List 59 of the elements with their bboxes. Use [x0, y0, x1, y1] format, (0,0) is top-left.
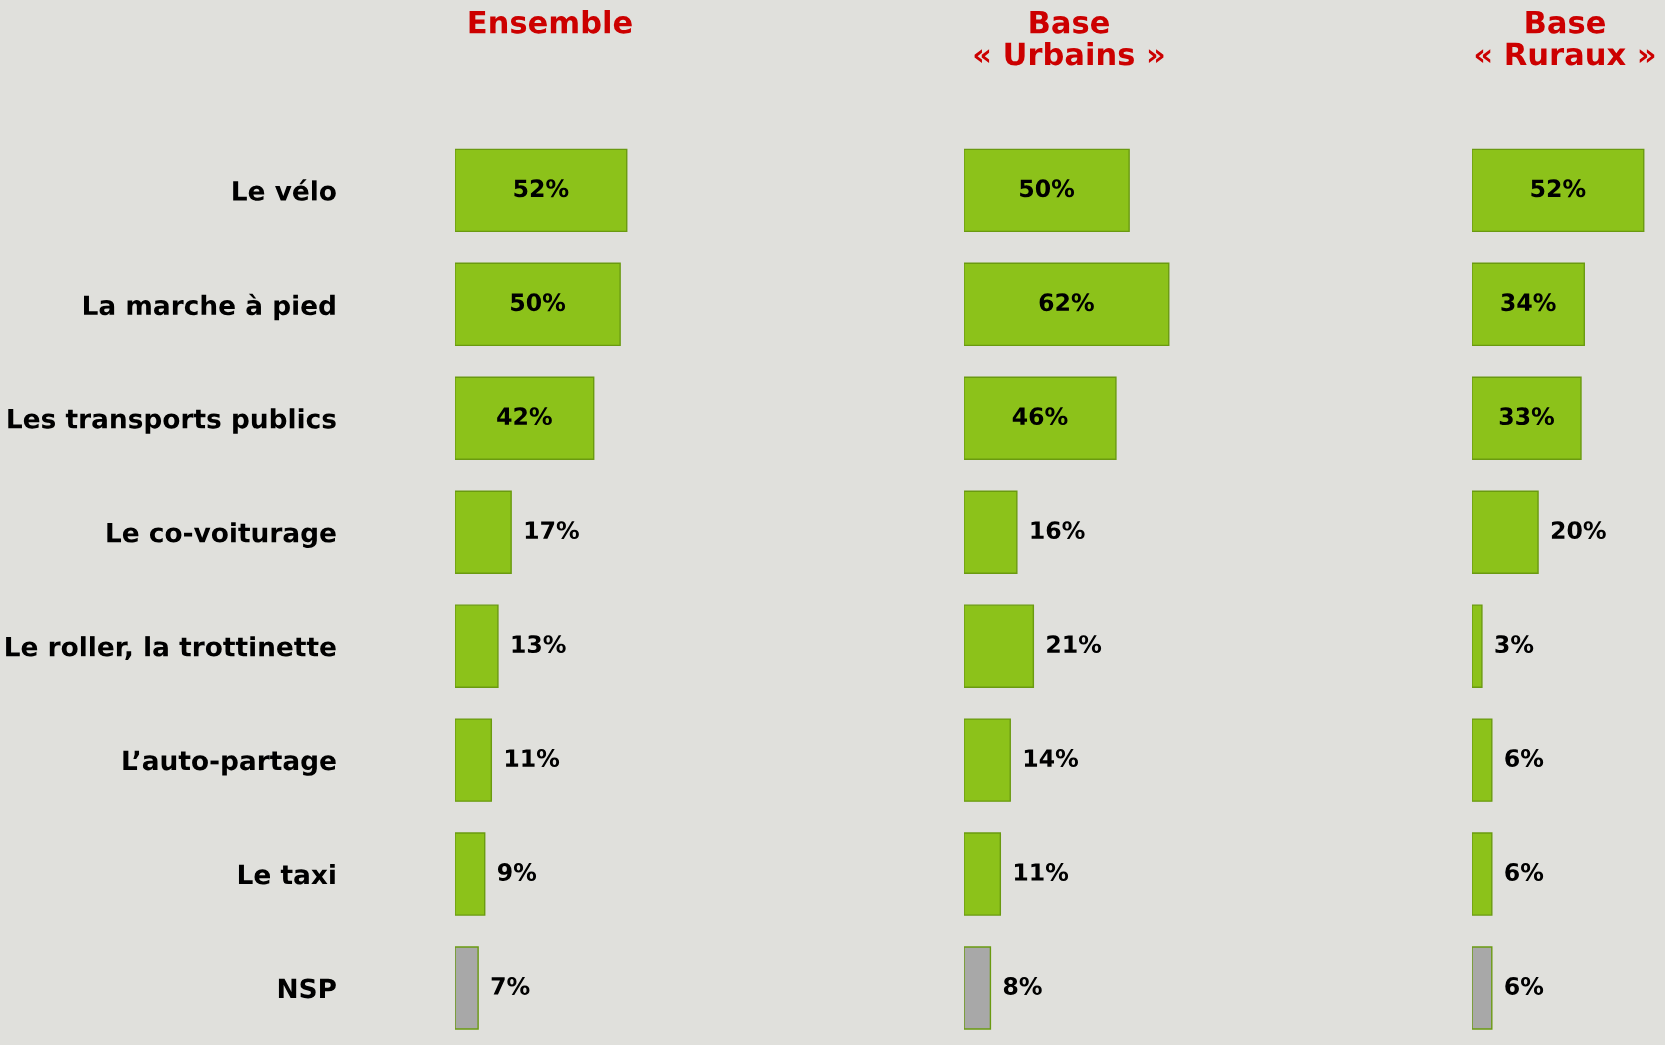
y-tick-label: Le co-voiturage: [107, 522, 336, 548]
bar: [1472, 718, 1493, 802]
data-label: 13%: [512, 635, 566, 654]
data-label: 9%: [497, 863, 537, 881]
bar: [455, 148, 628, 233]
bar: [964, 604, 1035, 688]
bar: [455, 604, 499, 688]
data-label: 21%: [1047, 635, 1102, 654]
data-label: 7%: [491, 977, 530, 995]
bar: [1472, 376, 1582, 460]
data-label: 33%: [1499, 407, 1554, 426]
bar: [1472, 832, 1493, 916]
bar: [964, 832, 1002, 916]
data-label: 11%: [1014, 863, 1069, 881]
data-label: 16%: [1031, 521, 1085, 540]
bar: [964, 718, 1011, 802]
bar: [964, 946, 992, 1030]
bar: [964, 262, 1170, 347]
bar: [1472, 148, 1645, 233]
data-label: 52%: [514, 179, 569, 198]
data-label: 50%: [511, 293, 566, 312]
y-tick-label: Le taxi: [238, 864, 335, 885]
y-tick-label: Le vélo: [233, 179, 336, 201]
bar: [964, 490, 1018, 574]
bar: [1472, 946, 1493, 1030]
bar: [455, 946, 479, 1030]
y-tick-label: L’auto-partage: [123, 750, 336, 776]
data-label: 20%: [1551, 521, 1606, 540]
bar: [455, 490, 512, 574]
bar: [455, 718, 493, 802]
data-label: 8%: [1003, 977, 1042, 995]
y-tick-label: Le roller, la trottinette: [6, 636, 336, 660]
data-label: 50%: [1020, 179, 1075, 198]
bar: [964, 148, 1130, 233]
chart-title: Base « Ruraux »: [1475, 10, 1655, 66]
chart-title: Ensemble: [469, 10, 632, 34]
y-tick-label: NSP: [278, 978, 336, 999]
data-label: 6%: [1505, 977, 1544, 995]
data-label: 14%: [1024, 749, 1078, 767]
bar: [964, 376, 1117, 460]
data-label: 11%: [505, 749, 560, 767]
bar: [455, 376, 595, 460]
chart-title: Base « Urbains »: [974, 10, 1164, 66]
y-tick-label: Les transports publics: [8, 408, 336, 434]
data-label: 6%: [1505, 749, 1544, 767]
data-label: 52%: [1531, 179, 1586, 198]
data-label: 17%: [525, 521, 579, 540]
data-label: 34%: [1501, 293, 1556, 312]
bar: [455, 262, 621, 347]
data-label: 6%: [1505, 863, 1544, 881]
data-label: 3%: [1495, 635, 1534, 654]
data-label: 62%: [1039, 293, 1094, 312]
y-tick-label: La marche à pied: [84, 293, 335, 321]
data-label: 42%: [497, 407, 552, 426]
bar: [1472, 604, 1483, 688]
bar: [1472, 490, 1539, 574]
bar: [1472, 262, 1585, 347]
data-label: 46%: [1012, 407, 1068, 426]
bar: [455, 832, 486, 916]
